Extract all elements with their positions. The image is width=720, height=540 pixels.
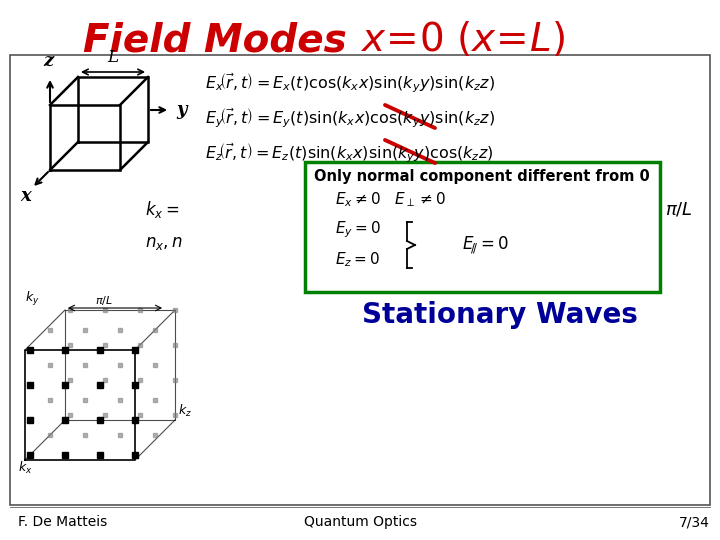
Text: $k_x = $: $k_x = $ — [145, 199, 179, 220]
Text: $x\!=\!0\ (x\!=\!L)$: $x\!=\!0\ (x\!=\!L)$ — [360, 21, 565, 59]
Bar — [305, 162, 660, 292]
Text: Stationary Waves: Stationary Waves — [362, 301, 638, 329]
Text: x: x — [21, 187, 32, 205]
Text: $k_y$: $k_y$ — [25, 290, 40, 308]
Text: $E_y\!\left(\vec{r},t\right) = E_y(t)\sin(k_x x)\cos(k_y y)\sin(k_z z)$: $E_y\!\left(\vec{r},t\right) = E_y(t)\si… — [205, 106, 495, 130]
Text: $\pi/L$: $\pi/L$ — [95, 294, 113, 307]
Text: $E_{\!/\!/} = 0$: $E_{\!/\!/} = 0$ — [462, 234, 509, 256]
Text: y: y — [176, 101, 186, 119]
Text: $\pi / L$: $\pi / L$ — [665, 201, 693, 219]
Text: $E_z = 0$: $E_z = 0$ — [335, 251, 380, 269]
Text: 7/34: 7/34 — [679, 515, 710, 529]
Text: z: z — [43, 52, 53, 70]
Text: $E_y = 0$: $E_y = 0$ — [335, 220, 381, 240]
Bar — [10, 55, 710, 505]
Text: $k_z$: $k_z$ — [178, 403, 192, 419]
Text: Quantum Optics: Quantum Optics — [304, 515, 416, 529]
Text: F. De Matteis: F. De Matteis — [18, 515, 107, 529]
Text: Only normal component different from 0: Only normal component different from 0 — [314, 168, 650, 184]
Text: $n_x, n$: $n_x, n$ — [145, 234, 183, 252]
Text: $k_x$: $k_x$ — [18, 460, 32, 476]
Text: L: L — [107, 49, 119, 66]
Text: $E_x\!\left(\vec{r},t\right) = E_x(t)\cos(k_x x)\sin(k_y y)\sin(k_z z)$: $E_x\!\left(\vec{r},t\right) = E_x(t)\co… — [205, 71, 495, 95]
Text: Field Modes: Field Modes — [83, 21, 360, 59]
Text: $E_x \neq 0 \quad E_\perp \neq 0$: $E_x \neq 0 \quad E_\perp \neq 0$ — [335, 191, 446, 210]
Text: $E_z\!\left(\vec{r},t\right) = E_z(t)\sin(k_x x)\sin(k_y y)\cos(k_z z)$: $E_z\!\left(\vec{r},t\right) = E_z(t)\si… — [205, 141, 493, 165]
